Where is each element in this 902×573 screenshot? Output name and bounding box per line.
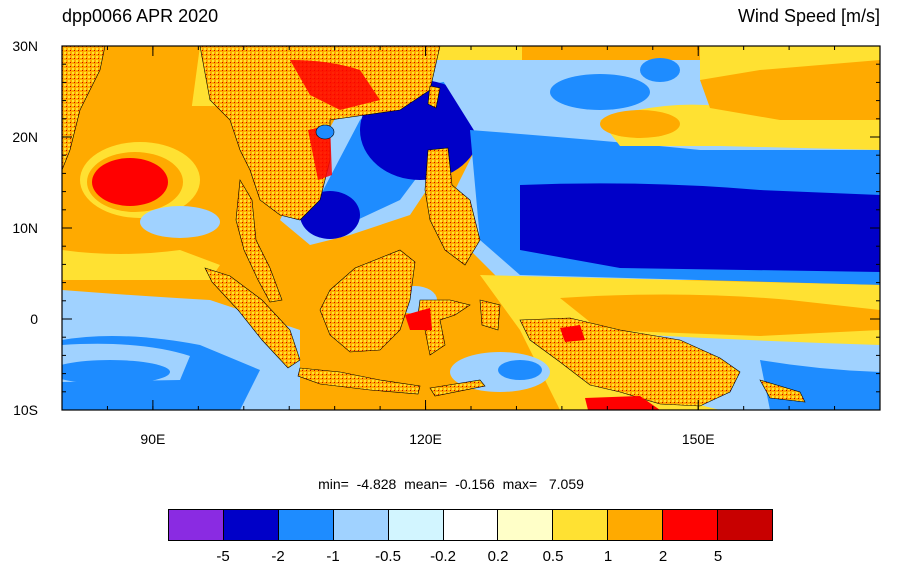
colorbar-swatch <box>718 510 772 540</box>
colorbar-label: 0.5 <box>542 548 564 565</box>
lat-tick-label: 20N <box>12 129 38 145</box>
colorbar-label: 0.2 <box>487 548 509 565</box>
variable-title: Wind Speed [m/s] <box>737 6 880 26</box>
axis-ticks <box>61 45 881 411</box>
lat-tick-label: 10N <box>12 220 38 236</box>
axis-tick-labels: 90E 120E 150E 30N 20N 10N 0 10S <box>12 38 714 447</box>
colorbar-label: -1 <box>326 548 340 565</box>
lon-tick-label: 120E <box>409 431 442 447</box>
mean-label: mean= <box>404 476 448 492</box>
max-label: max= <box>502 476 538 492</box>
colorbar-swatch <box>223 510 279 540</box>
lat-tick-label: 10S <box>13 402 38 418</box>
colorbar-swatch <box>663 510 719 540</box>
colorbar-labels: -5 -2 -1 -0.5 -0.2 0.2 0.5 1 2 5 <box>168 548 773 568</box>
colorbar-swatch <box>498 510 554 540</box>
colorbar-label: -0.2 <box>430 548 456 565</box>
colorbar <box>168 509 773 541</box>
min-label: min= <box>318 476 349 492</box>
colorbar-label: 2 <box>658 548 668 565</box>
colorbar-label: 5 <box>713 548 723 565</box>
lat-tick-label: 30N <box>12 38 38 54</box>
field-layer <box>62 46 880 410</box>
lon-tick-label: 90E <box>140 431 165 447</box>
colorbar-label: -0.5 <box>375 548 401 565</box>
colorbar-label: -2 <box>271 548 285 565</box>
field-statistics: min= -4.828 mean= -0.156 max= 7.059 <box>0 476 902 492</box>
map-title: dpp0066 APR 2020 <box>62 6 219 26</box>
colorbar-label: 1 <box>603 548 613 565</box>
colorbar-swatch <box>278 510 334 540</box>
max-value: 7.059 <box>548 476 584 492</box>
colorbar-swatch <box>553 510 609 540</box>
mean-value: -0.156 <box>455 476 495 492</box>
colorbar-swatch <box>608 510 664 540</box>
wind-speed-map: 90E 120E 150E 30N 20N 10N 0 10S <box>12 38 881 447</box>
lat-tick-label: 0 <box>30 311 38 327</box>
colorbar-label: -5 <box>216 548 230 565</box>
min-value: -4.828 <box>356 476 397 492</box>
colorbar-swatch <box>169 510 224 540</box>
colorbar-swatch <box>388 510 444 540</box>
colorbar-swatch <box>443 510 499 540</box>
lon-tick-label: 150E <box>682 431 715 447</box>
colorbar-swatch <box>333 510 389 540</box>
